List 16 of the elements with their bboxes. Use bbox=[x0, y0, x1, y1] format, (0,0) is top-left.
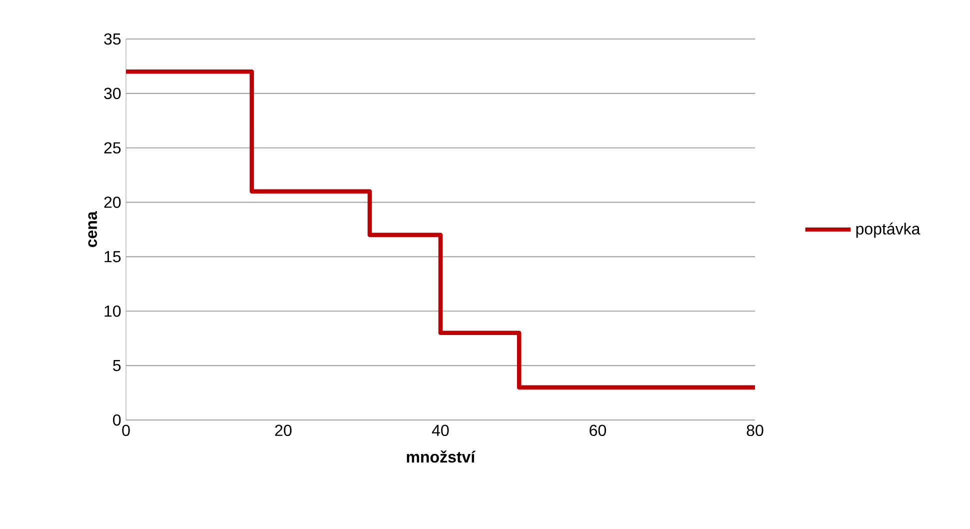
y-axis-title: cena bbox=[88, 211, 97, 248]
y-tick-label: 35 bbox=[104, 33, 121, 45]
x-tick-label: 40 bbox=[432, 424, 449, 436]
legend-label: poptávka bbox=[856, 222, 920, 238]
y-tick-label: 25 bbox=[104, 142, 121, 154]
y-tick-label: 10 bbox=[104, 305, 121, 317]
x-tick-label: 20 bbox=[275, 424, 292, 436]
x-tick-label: 80 bbox=[746, 424, 764, 436]
y-tick-label: 0 bbox=[113, 414, 121, 426]
x-tick-label: 0 bbox=[122, 424, 130, 436]
y-tick-label: 5 bbox=[113, 360, 121, 372]
x-axis-title: množství bbox=[406, 450, 476, 463]
y-tick-label: 30 bbox=[104, 88, 121, 100]
y-tick-label: 20 bbox=[104, 196, 121, 208]
y-tick-label: 15 bbox=[104, 251, 121, 262]
x-tick-label: 60 bbox=[590, 424, 606, 436]
